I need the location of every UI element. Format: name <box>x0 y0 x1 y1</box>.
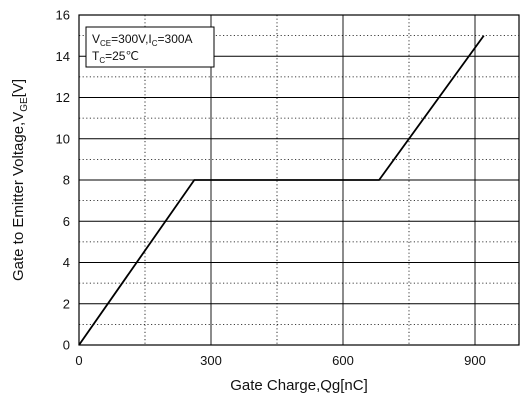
x-tick-label: 0 <box>75 353 82 368</box>
y-tick-label: 10 <box>56 131 70 146</box>
legend-line-temperature: TC=25℃ <box>92 49 139 65</box>
y-tick-label: 12 <box>56 90 70 105</box>
y-tick-label: 14 <box>56 49 70 64</box>
series <box>78 35 485 346</box>
y-tick-label: 2 <box>63 296 70 311</box>
y-axis-label: Gate to Emitter Voltage,VGE[V] <box>10 79 30 281</box>
x-tick-label: 300 <box>200 353 222 368</box>
y-tick-label: 6 <box>63 214 70 229</box>
y-axis-label-unit: [V] <box>10 79 27 97</box>
y-tick-label: 0 <box>63 338 70 353</box>
series-line <box>78 35 485 346</box>
y-axis-label-sub: GE <box>19 97 30 112</box>
y-tick-label: 8 <box>63 173 70 188</box>
y-tick-label: 16 <box>56 8 70 23</box>
y-axis-label-base: Gate to Emitter Voltage,V <box>10 112 27 281</box>
x-axis-label: Gate Charge,Qg[nC] <box>230 377 368 394</box>
legend-box <box>85 26 215 68</box>
tick-labels: 0 300 600 900 0 2 4 6 8 10 12 14 16 <box>56 8 486 369</box>
y-tick-label: 4 <box>63 255 70 270</box>
x-tick-label: 600 <box>332 353 354 368</box>
legend-line-conditions: VCE=300V,IC=300A <box>92 32 193 48</box>
x-tick-label: 900 <box>464 353 486 368</box>
plot-frame <box>78 14 520 346</box>
